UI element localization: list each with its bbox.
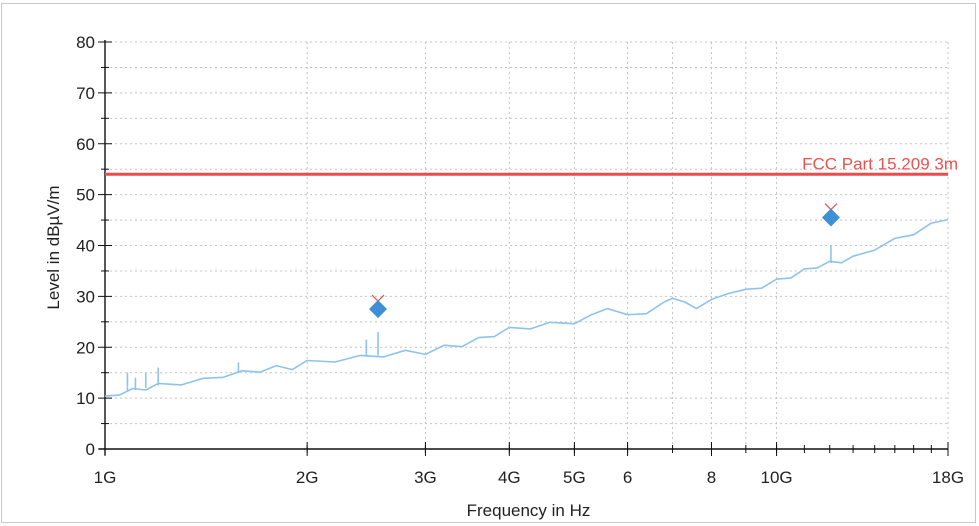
y-axis-title: Level in dBµV/m [44,185,63,309]
y-tick-label: 50 [76,186,95,205]
grid [105,41,949,449]
y-tick-label: 10 [76,389,95,408]
y-tick-label: 0 [86,440,95,459]
x-tick-label: 2G [296,468,319,487]
y-tick-label: 20 [76,338,95,357]
y-tick-label: 40 [76,237,95,256]
x-tick-label: 5G [563,468,586,487]
y-tick-label: 60 [76,135,95,154]
x-axis-title: Frequency in Hz [467,501,591,520]
chart-frame [1,3,976,523]
limit: FCC Part 15.209 3m [105,154,958,176]
x-tick-label: 3G [414,468,437,487]
x-tick-label: 18G [932,468,964,487]
y-tick-label: 30 [76,287,95,306]
axes [99,40,948,455]
y-tick-label: 70 [76,84,95,103]
limit-line-label: FCC Part 15.209 3m [802,154,958,173]
peak-marker [821,208,840,227]
y-tick-labels: 0 10 20 30 40 50 60 70 80 [76,33,112,459]
x-tick-label: 4G [498,468,521,487]
x-tick-label: 8 [707,468,716,487]
x-tick-label: 6 [623,468,632,487]
peak-marker [369,300,388,319]
y-tick-label: 80 [76,33,95,52]
x-tick-label: 10G [760,468,792,487]
x-tick-labels: 1G 2G 3G 4G 5G 6 8 10G 18G [94,442,964,487]
series [104,218,949,397]
x-tick-label: 1G [94,468,117,487]
trace-line [104,218,949,397]
peak-markers [369,203,840,319]
